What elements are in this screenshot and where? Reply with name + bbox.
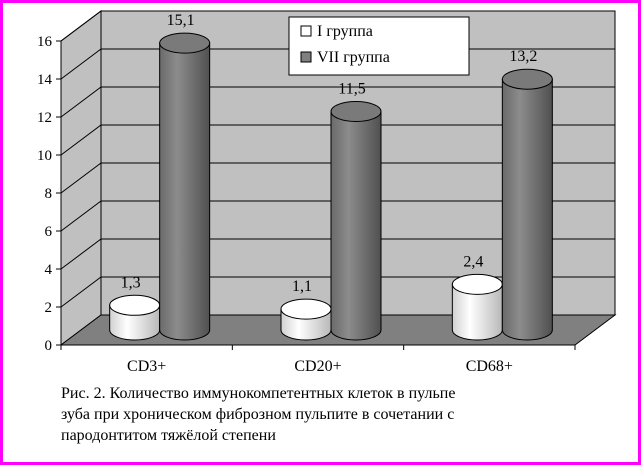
bar-top: [501, 68, 553, 90]
bar-top: [109, 294, 161, 316]
caption-line-3: пародонтитом тяжёлой степени: [61, 427, 276, 444]
data-label: 2,4: [463, 253, 483, 270]
gridline: [60, 276, 615, 308]
y-tick-label: 10: [37, 148, 52, 164]
bar-top: [280, 298, 332, 320]
legend-swatch: [300, 51, 312, 63]
data-label: 13,2: [509, 48, 537, 65]
gridlines: [60, 10, 615, 308]
caption-line-1: Рис. 2. Количество иммунокомпетентных кл…: [61, 385, 456, 402]
legend-swatch: [300, 25, 312, 37]
legend-label: I группа: [317, 23, 373, 40]
y-axis: [56, 40, 576, 350]
y-tick-label: 14: [37, 72, 53, 88]
bar-cd20plus-series-2: [330, 101, 382, 341]
bar-top: [451, 273, 503, 295]
y-tick-label: 2: [45, 300, 53, 316]
bar-body: [501, 78, 553, 341]
y-tick-label: 4: [45, 262, 53, 278]
y-tick-label: 16: [37, 34, 53, 50]
gridline: [60, 86, 615, 118]
category-label: CD68+: [466, 358, 513, 375]
gridline: [60, 10, 615, 42]
gridline: [60, 200, 615, 232]
bar-body: [451, 283, 503, 341]
bar-cd3plus-series-1: [109, 294, 161, 341]
bars: [109, 32, 553, 341]
bar-cd68plus-series-1: [451, 273, 503, 341]
legend-box: [288, 16, 470, 76]
gridline: [60, 238, 615, 270]
gridline: [60, 162, 615, 194]
y-tick-label: 6: [45, 224, 53, 240]
y-tick-label: 0: [45, 338, 53, 354]
bar-cd20plus-series-1: [280, 298, 332, 341]
category-label: CD20+: [294, 358, 341, 375]
y-tick-label: 8: [45, 186, 53, 202]
data-label: 1,3: [121, 274, 141, 291]
data-labels: 1,3 15,1 1,1 11,5 2,4 13,2: [121, 12, 538, 295]
y-tick-labels: 0 2 4 6 8 10 12 14 16: [37, 34, 53, 354]
bar-cd3plus-series-2: [159, 32, 211, 341]
y-tick-label: 12: [37, 110, 52, 126]
bar-body: [330, 111, 382, 341]
data-label: 1,1: [292, 278, 312, 295]
gridline: [60, 124, 615, 156]
data-label: 15,1: [167, 12, 195, 29]
bar-chart: 0 2 4 6 8 10 12 14 16 1,3 15,1 1,1 11,5 2,4 13,2 CD3+…: [37, 10, 617, 375]
legend: I группа VII группа: [288, 16, 470, 76]
caption-line-2: зуба при хроническом фиброзном пульпите …: [61, 406, 455, 423]
category-labels: CD3+ CD20+ CD68+: [127, 358, 513, 375]
category-label: CD3+: [127, 358, 166, 375]
figure-caption: Рис. 2. Количество иммунокомпетентных кл…: [61, 383, 621, 446]
bar-cd68plus-series-2: [501, 68, 553, 341]
bar-top: [159, 32, 211, 54]
data-label: 11,5: [338, 81, 365, 98]
bar-body: [159, 42, 211, 341]
legend-label: VII группа: [317, 49, 390, 66]
bar-top: [330, 101, 382, 122]
